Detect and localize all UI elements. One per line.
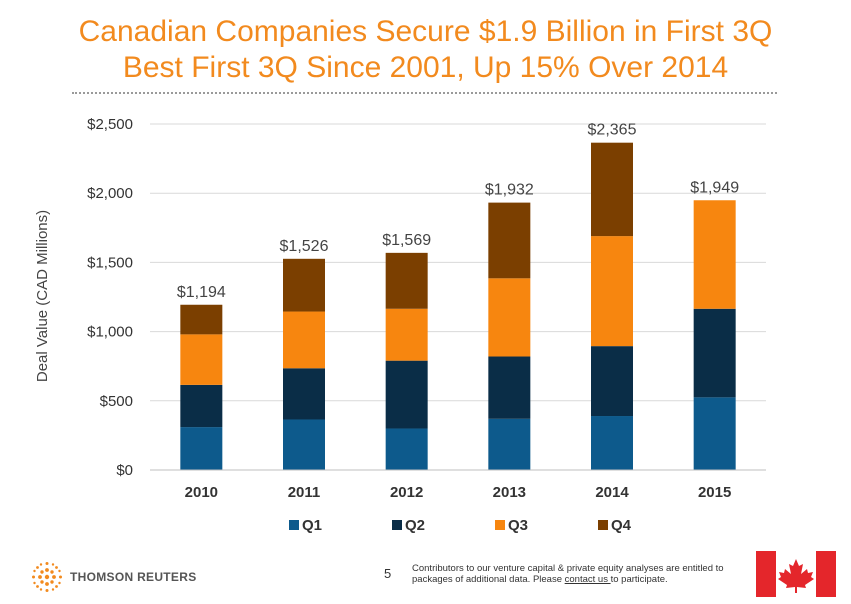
bar-q2-2013 — [488, 356, 531, 419]
total-label: $2,365 — [588, 122, 637, 139]
legend: Q1 Q2 Q3 Q4 — [289, 517, 632, 534]
y-tick-label: $500 — [100, 393, 133, 410]
bar-q4-2013 — [488, 202, 531, 279]
title-line-1: Canadian Companies Secure $1.9 Billion i… — [78, 15, 773, 48]
bar-q2-2011 — [283, 368, 325, 420]
y-axis-ticks: $0 $500 $1,000 $1,500 $2,000 $2,500 — [87, 116, 133, 479]
reuters-dot-logo-icon — [32, 562, 62, 592]
y-tick-label: $2,000 — [87, 185, 133, 202]
total-label: $1,949 — [690, 179, 739, 196]
bar-q2-2014 — [591, 346, 633, 417]
bar-q2-2012 — [385, 360, 428, 429]
title-divider — [72, 92, 777, 94]
total-label: $1,932 — [485, 182, 534, 199]
page-number: 5 — [384, 566, 392, 581]
y-tick-label: $1,500 — [87, 254, 133, 271]
footer-note: Contributors to our venture capital & pr… — [412, 563, 747, 585]
bar-q1-2014 — [591, 416, 633, 470]
bar-q3-2014 — [591, 236, 633, 347]
bar-q1-2013 — [488, 418, 531, 470]
legend-label: Q3 — [508, 517, 528, 534]
legend-swatch-q4 — [598, 520, 608, 530]
x-tick-label: 2015 — [698, 484, 731, 501]
bar-q1-2012 — [385, 428, 428, 470]
logo-text: THOMSON REUTERS — [70, 570, 197, 584]
total-label: $1,194 — [177, 284, 226, 301]
y-axis-title: Deal Value (CAD Millions) — [34, 210, 51, 382]
thomson-reuters-logo: THOMSON REUTERS — [30, 560, 197, 594]
bar-q4-2010 — [180, 304, 223, 335]
legend-label: Q2 — [405, 517, 425, 534]
x-tick-label: 2012 — [390, 484, 423, 501]
contact-us-link[interactable]: contact us — [564, 574, 611, 585]
bar-q1-2015 — [693, 397, 736, 470]
bar-q3-2015 — [693, 200, 736, 309]
total-label: $1,526 — [280, 238, 329, 255]
y-tick-label: $2,500 — [87, 116, 133, 133]
footer-note-end: to participate. — [610, 574, 668, 585]
bar-q2-2015 — [693, 308, 736, 398]
legend-label: Q1 — [302, 517, 322, 534]
y-tick-label: $1,000 — [87, 324, 133, 341]
canada-flag-icon — [756, 551, 836, 597]
x-tick-label: 2013 — [493, 484, 526, 501]
bar-q3-2011 — [283, 311, 325, 369]
x-tick-label: 2010 — [185, 484, 218, 501]
stacked-bar-chart: $0 $500 $1,000 $1,500 $2,000 $2,500 Deal Valu… — [34, 116, 766, 534]
legend-label: Q4 — [611, 517, 632, 534]
y-tick-label: $0 — [116, 462, 133, 479]
page-title: Canadian Companies Secure $1.9 Billion i… — [0, 14, 851, 86]
x-tick-label: 2011 — [288, 484, 321, 501]
total-labels: $1,194 $1,526 $1,569 $1,932 $2,365 $1,949 — [177, 122, 739, 301]
legend-swatch-q1 — [289, 520, 299, 530]
legend-swatch-q2 — [392, 520, 402, 530]
bar-q1-2011 — [283, 419, 325, 470]
bar-q2-2010 — [180, 384, 223, 428]
x-tick-label: 2014 — [595, 484, 629, 501]
legend-swatch-q3 — [495, 520, 505, 530]
bar-q4-2012 — [385, 252, 428, 309]
bar-q3-2012 — [385, 308, 428, 361]
gridlines — [150, 123, 766, 402]
footer-note-text: Contributors to our venture capital & pr… — [412, 563, 724, 585]
bar-q3-2010 — [180, 334, 223, 385]
bar-q4-2011 — [283, 258, 325, 312]
bar-q1-2010 — [180, 427, 223, 470]
bar-q3-2013 — [488, 278, 531, 357]
x-axis-ticks: 2010 2011 2012 2013 2014 2015 — [185, 484, 732, 501]
bars — [180, 142, 736, 470]
title-line-2: Best First 3Q Since 2001, Up 15% Over 20… — [122, 51, 729, 84]
total-label: $1,569 — [382, 232, 431, 249]
bar-q4-2014 — [591, 142, 633, 237]
